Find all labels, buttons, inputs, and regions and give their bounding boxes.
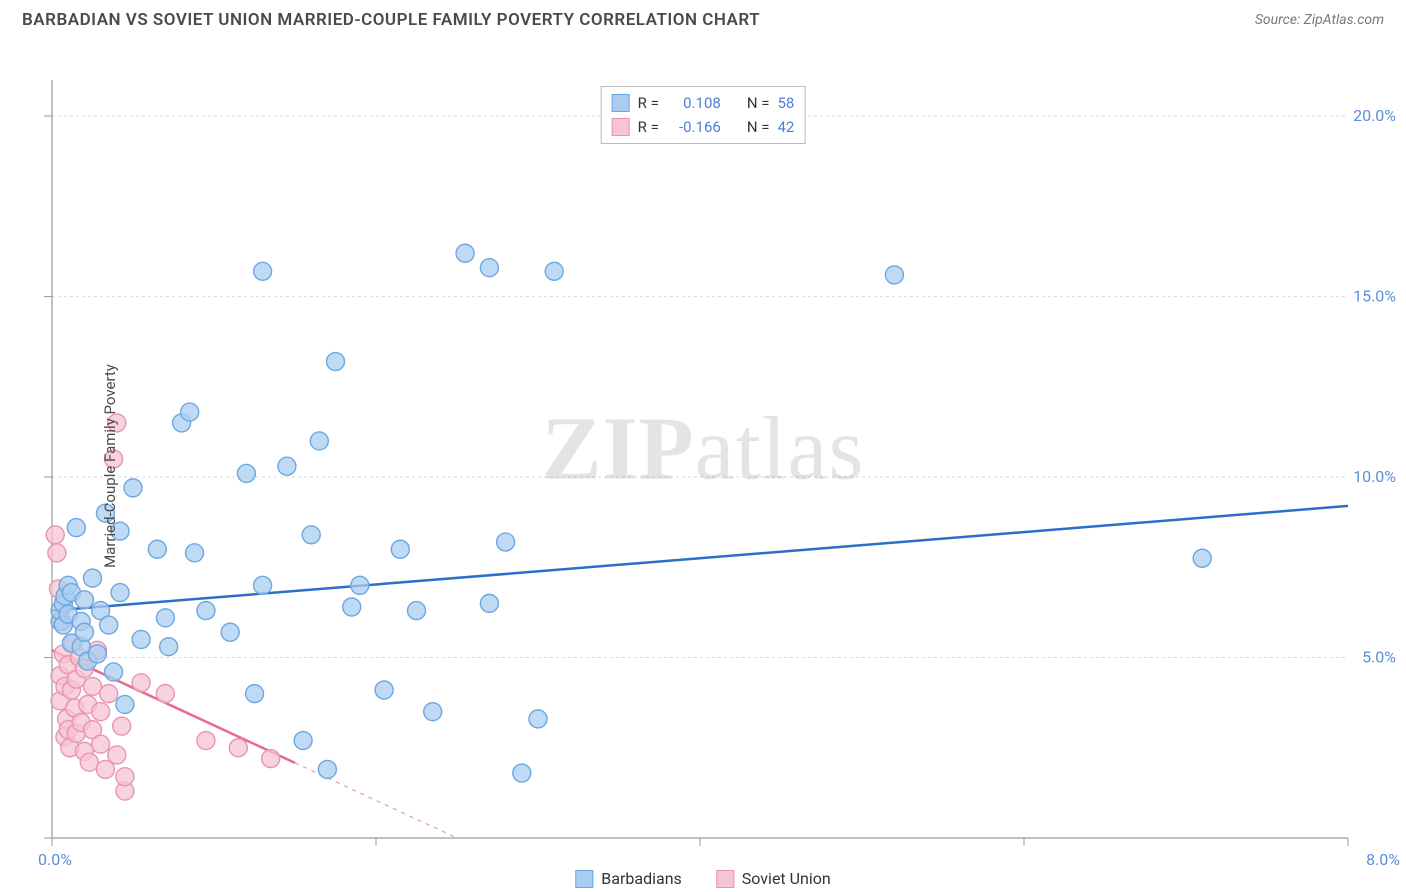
legend-item-barbadians: Barbadians (575, 869, 682, 888)
legend-item-soviet: Soviet Union (716, 869, 831, 888)
r-prefix: R = (638, 91, 659, 115)
svg-text:15.0%: 15.0% (1353, 287, 1396, 306)
source-attribution: Source: ZipAtlas.com (1255, 12, 1384, 28)
chart-area: Married-Couple Family Poverty 5.0% 10.0% 1… (0, 40, 1406, 892)
correlation-row-barbadians: R = 0.108 N = 58 (612, 91, 795, 115)
chart-title: BARBADIAN VS SOVIET UNION MARRIED-COUPLE… (22, 10, 760, 30)
legend-label-soviet: Soviet Union (742, 869, 831, 888)
n-value-barbadians: 58 (777, 91, 794, 115)
svg-text:10.0%: 10.0% (1353, 467, 1396, 486)
n-prefix: N = (747, 91, 770, 115)
svg-text:5.0%: 5.0% (1362, 648, 1396, 667)
y-axis-label: Married-Couple Family Poverty (101, 364, 119, 568)
source-prefix: Source: (1255, 12, 1304, 28)
correlation-row-soviet: R = -0.166 N = 42 (612, 115, 795, 139)
swatch-barbadians (612, 94, 630, 112)
r-value-barbadians: 0.108 (667, 91, 721, 115)
legend-label-barbadians: Barbadians (601, 869, 682, 888)
header: BARBADIAN VS SOVIET UNION MARRIED-COUPLE… (0, 0, 1406, 36)
x-axis-max-label: 8.0% (1366, 850, 1400, 869)
correlation-legend: R = 0.108 N = 58 R = -0.166 N = 42 (601, 86, 806, 144)
swatch-barbadians (575, 870, 593, 888)
swatch-soviet (612, 118, 630, 136)
n-prefix: N = (747, 115, 770, 139)
x-axis-min-label: 0.0% (38, 850, 72, 869)
svg-text:20.0%: 20.0% (1353, 106, 1396, 125)
series-legend: Barbadians Soviet Union (575, 869, 830, 888)
r-prefix: R = (638, 115, 659, 139)
n-value-soviet: 42 (777, 115, 794, 139)
source-name: ZipAtlas.com (1304, 12, 1384, 28)
r-value-soviet: -0.166 (667, 115, 721, 139)
scatter-plot: 5.0% 10.0% 15.0% 20.0% (0, 40, 1406, 860)
swatch-soviet (716, 870, 734, 888)
